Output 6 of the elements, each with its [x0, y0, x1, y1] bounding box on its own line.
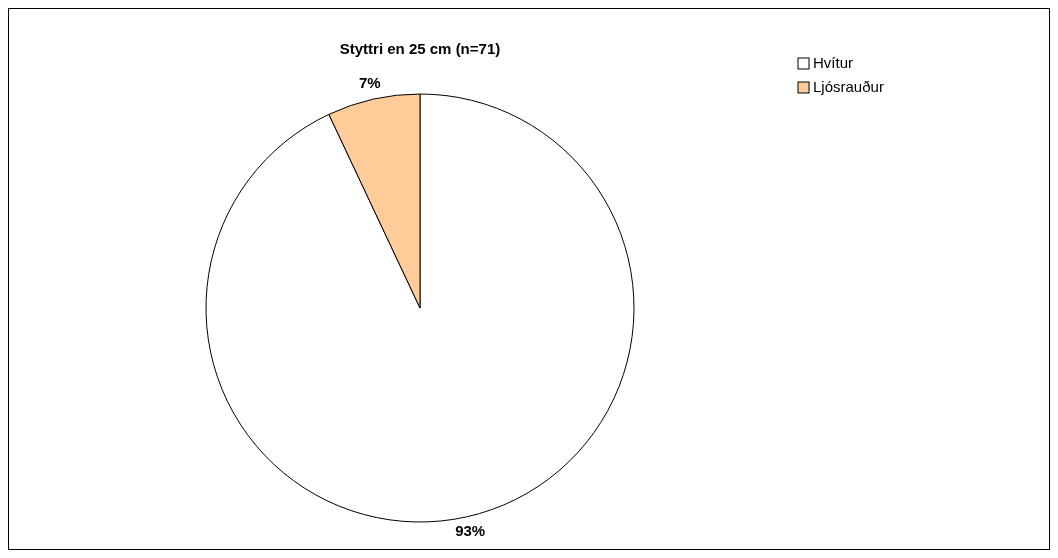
pie-slice — [205, 93, 635, 523]
data-label: 7% — [358, 73, 381, 91]
data-label: 93% — [455, 522, 486, 540]
legend-label: Ljósrauður — [813, 77, 884, 95]
legend-label: Hvítur — [813, 53, 854, 71]
chart-title: Styttri en 25 cm (n=71) — [339, 40, 501, 57]
